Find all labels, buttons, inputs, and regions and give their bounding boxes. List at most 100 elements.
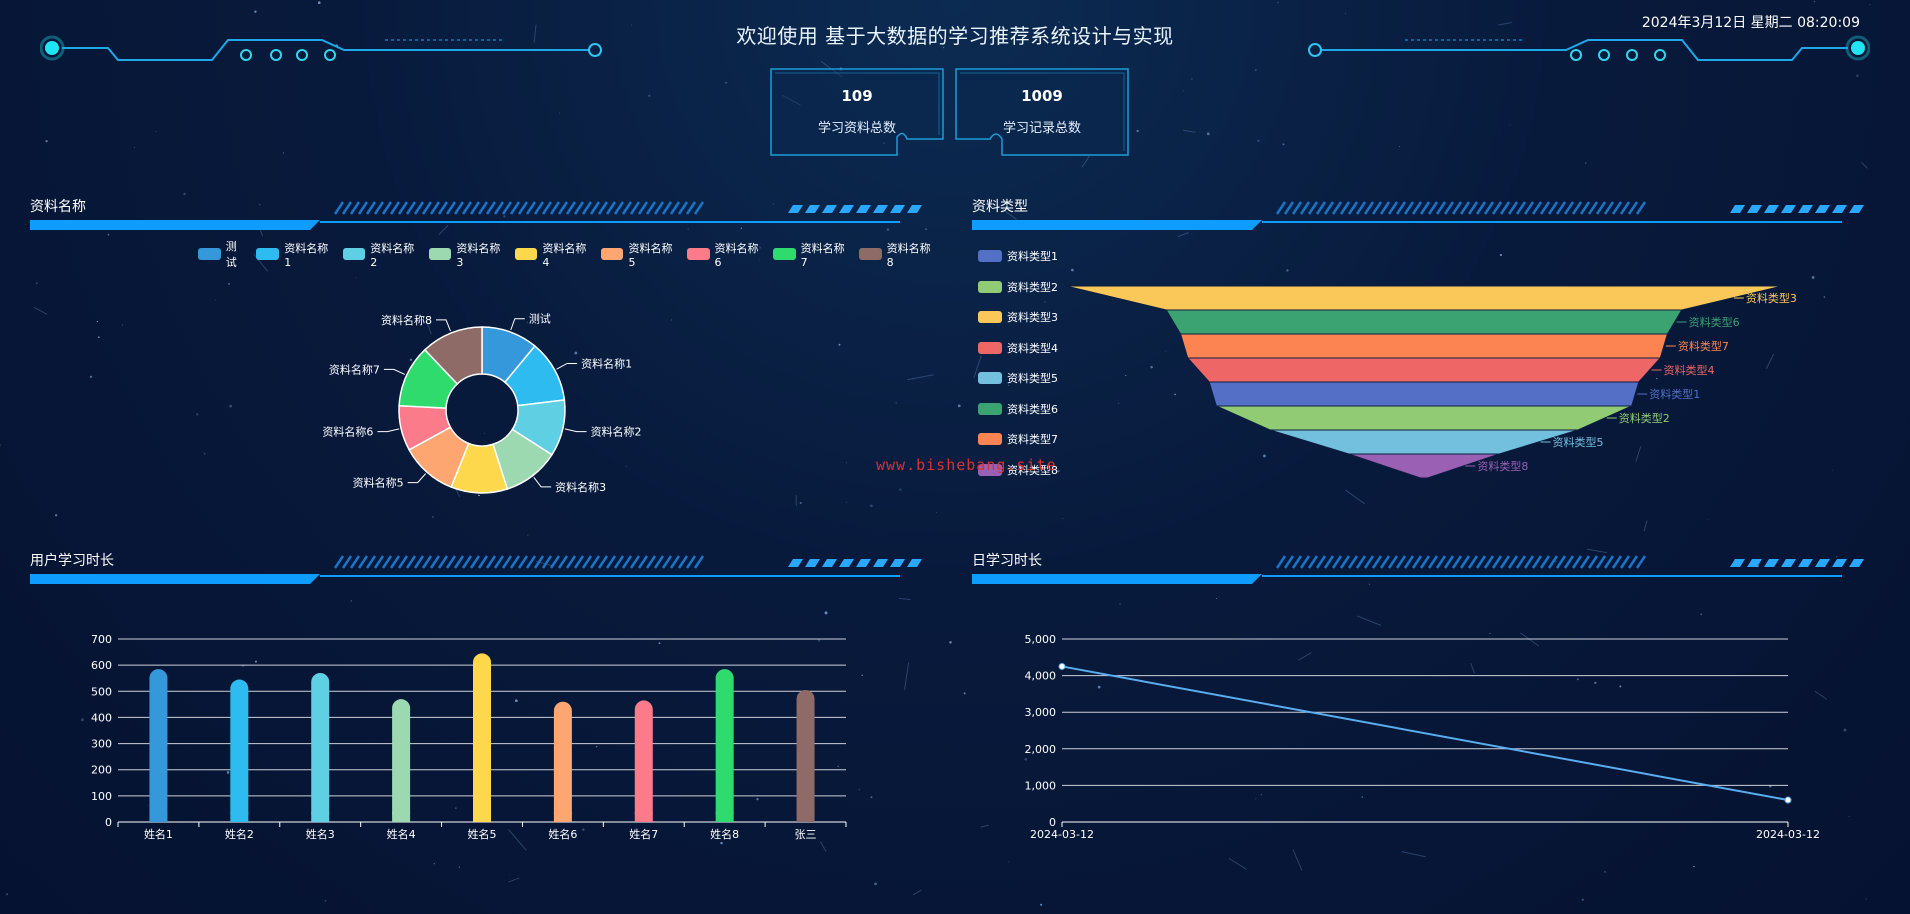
star: [1097, 685, 1101, 689]
hatch-mark: [1611, 201, 1623, 215]
star: [509, 873, 510, 875]
y-tick-label: 4,000: [1025, 670, 1057, 683]
bar-base: [149, 812, 168, 822]
hatch-mark: [629, 555, 641, 569]
legend-item[interactable]: 资料类型1: [978, 241, 1058, 272]
funnel-label: 资料类型1: [1649, 387, 1700, 401]
pie-label-line: [407, 473, 427, 484]
y-tick-label: 2,000: [1025, 743, 1057, 756]
bar-chart: 0 100 200 300 400 500 600 700 姓名1 姓名2 姓名3 姓名4 姓名5 姓名6…: [91, 633, 847, 841]
hatch-mark: [693, 555, 705, 569]
chevron-mark: [839, 205, 854, 213]
star: [355, 277, 357, 279]
y-tick-label: 400: [91, 711, 112, 724]
hatch-mark: [693, 201, 705, 215]
star: [1260, 794, 1262, 796]
chevron-mark: [822, 205, 837, 213]
hatch-mark: [629, 201, 641, 215]
legend-item[interactable]: 资料名称3: [428, 238, 505, 270]
legend-item[interactable]: 资料名称6: [686, 238, 763, 270]
star-streak: [1498, 21, 1513, 26]
star: [431, 515, 434, 518]
star: [671, 319, 673, 321]
hatch-mark: [1387, 201, 1399, 215]
star: [526, 321, 529, 324]
star-streak: [1228, 857, 1247, 870]
hatch-mark: [389, 201, 401, 215]
hatch-mark: [1315, 555, 1327, 569]
legend-item[interactable]: 资料类型6: [978, 394, 1058, 425]
legend-item[interactable]: 资料名称1: [256, 238, 332, 270]
hatch-mark: [573, 555, 585, 569]
hatch-mark: [1323, 201, 1335, 215]
legend-item[interactable]: 资料名称5: [600, 238, 677, 270]
bar: [553, 701, 572, 822]
hatch-mark: [1499, 201, 1511, 215]
star: [1165, 350, 1166, 352]
star-streak: [508, 877, 520, 883]
panel-title-bar: [30, 574, 320, 584]
pie-slice: [423, 326, 483, 385]
legend-swatch: [978, 280, 1002, 293]
star: [631, 24, 632, 26]
star-streak: [1635, 445, 1642, 462]
hatch-mark: [1379, 555, 1391, 569]
star: [1848, 816, 1850, 818]
star-streak: [1292, 849, 1303, 871]
legend-item[interactable]: 资料类型8: [978, 455, 1058, 486]
bar: [796, 689, 815, 822]
panel-title-bar: [972, 574, 1262, 584]
star: [936, 512, 938, 514]
legend-label: 资料类型4: [1007, 341, 1058, 355]
legend-swatch: [428, 248, 452, 260]
chevron-mark: [1747, 559, 1762, 567]
star-streak: [903, 662, 910, 691]
legend-item[interactable]: 资料类型7: [978, 424, 1058, 455]
star: [846, 462, 847, 464]
legend-label: 资料名称3: [456, 241, 501, 269]
legend-item[interactable]: 资料类型4: [978, 333, 1058, 364]
star-streak: [1470, 662, 1476, 674]
hatch-mark: [613, 555, 625, 569]
hatch-mark: [1403, 201, 1415, 215]
bar: [230, 679, 249, 822]
legend-label: 资料名称5: [628, 241, 673, 269]
chevron-mark: [1849, 559, 1864, 567]
panel-title-bar: [972, 220, 1262, 230]
legend-item[interactable]: 资料类型3: [978, 302, 1058, 333]
pie-label-line: [377, 428, 400, 433]
watermark: www.bishebang.site: [876, 456, 1057, 474]
bar-base: [311, 812, 330, 822]
hatch-mark: [1587, 201, 1599, 215]
pie-label: 资料名称3: [555, 480, 606, 494]
hatch-mark: [1539, 555, 1551, 569]
star-streak: [1814, 690, 1827, 700]
legend-item[interactable]: 资料名称7: [772, 238, 849, 270]
pie-label-line: [436, 319, 451, 332]
hatch-mark: [509, 555, 521, 569]
hatch-mark: [1291, 201, 1303, 215]
hatch-mark: [645, 555, 657, 569]
hatch-mark: [597, 555, 609, 569]
legend-item[interactable]: 资料名称4: [514, 238, 591, 270]
star: [1499, 253, 1503, 257]
pie-label-line: [556, 362, 578, 370]
legend-item[interactable]: 资料类型5: [978, 363, 1058, 394]
star: [1619, 685, 1622, 688]
hatch-mark: [1491, 201, 1503, 215]
hatch-mark: [1435, 201, 1447, 215]
legend-item[interactable]: 资料名称2: [342, 238, 419, 270]
hatch-mark: [1411, 201, 1423, 215]
hatch-mark: [493, 201, 505, 215]
legend-item[interactable]: 资料类型2: [978, 272, 1058, 303]
star: [97, 336, 100, 339]
chevron-mark: [1815, 205, 1830, 213]
chevron-mark: [1781, 559, 1796, 567]
hatch-mark: [1619, 201, 1631, 215]
hatch-mark: [581, 555, 593, 569]
pie-label-line: [478, 494, 480, 496]
legend-item[interactable]: 测试: [198, 238, 246, 270]
legend-item[interactable]: 资料名称8: [858, 238, 935, 270]
star: [282, 152, 285, 154]
bar: [392, 699, 411, 822]
